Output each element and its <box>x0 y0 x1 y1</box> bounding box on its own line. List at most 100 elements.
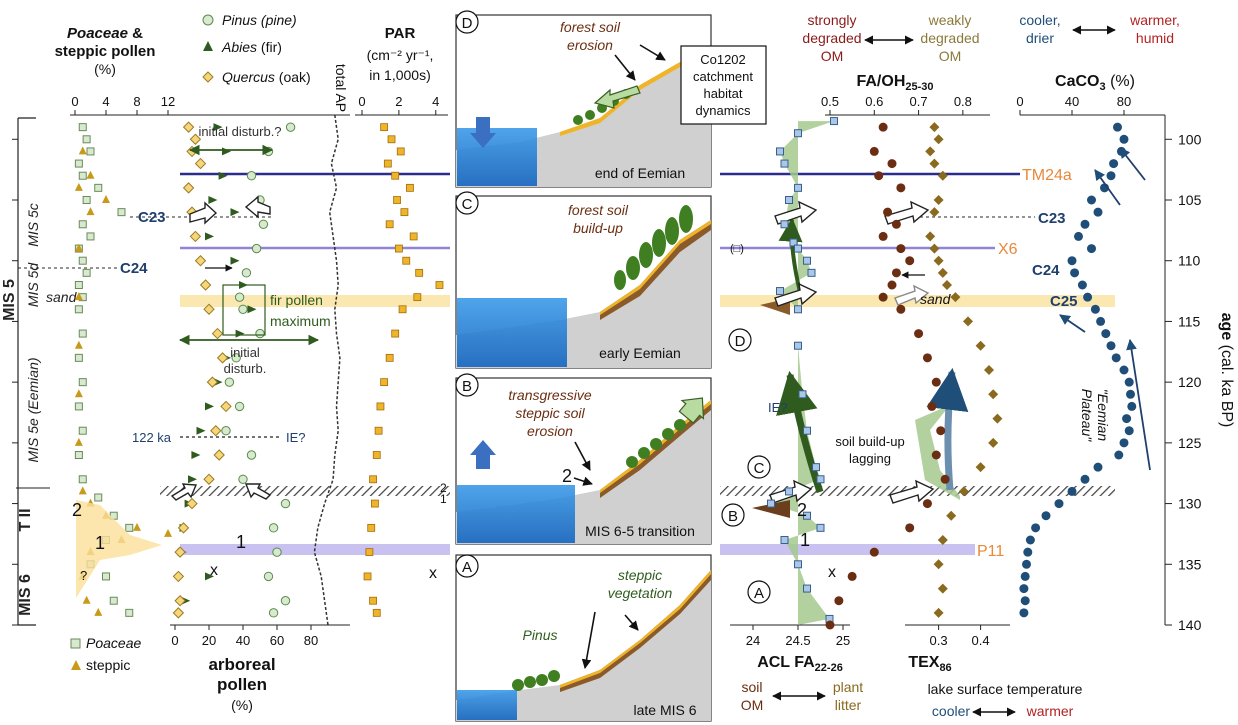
steppic-point <box>86 170 95 179</box>
fa-xlabel: FA/OH <box>856 73 905 90</box>
fa-title-6: OM <box>939 48 962 64</box>
steppic-point <box>82 595 91 604</box>
svg-text:Abies (fir): Abies (fir) <box>221 39 282 55</box>
quercus-point <box>186 497 198 510</box>
quercus-point <box>172 570 185 583</box>
stage-sand: sand <box>46 289 78 305</box>
acl-right-note-2: litter <box>835 697 862 713</box>
poaceae-label-2: 2 <box>72 500 82 520</box>
pinus-point <box>221 426 231 436</box>
par-point <box>406 183 414 192</box>
age-tick-label: 100 <box>1178 131 1202 147</box>
age-axis: 100 105 110 115 120 125 130 135 140 age (cal. ka… <box>12 115 1235 633</box>
stage-mis5c: MIS 5c <box>25 203 41 247</box>
steppic-point <box>74 292 83 301</box>
acl-point <box>794 244 802 253</box>
par-point <box>435 281 444 289</box>
panel-arboreal: Pinus (pine) Abies (fir) Quercus (oak) 0… <box>170 12 350 713</box>
catchment-box <box>680 45 767 125</box>
acl-circle-b: B <box>728 508 738 525</box>
poaceae-point <box>78 378 87 387</box>
quercus-point <box>194 157 207 170</box>
caco3-plateau-2: Plateau" <box>1079 389 1095 442</box>
white-arrow-t2-b <box>244 483 272 500</box>
par-point <box>383 159 392 168</box>
fa-point <box>869 146 879 156</box>
caco3-point <box>1067 486 1077 496</box>
legend-pinus-sub: (pine) <box>257 12 297 28</box>
steppic-point <box>74 340 83 349</box>
panel-fa: strongly degraded OM weakly degraded OM … <box>802 12 990 630</box>
quercus-point <box>203 303 215 315</box>
acl-point <box>798 390 807 399</box>
tex-point <box>992 413 1003 424</box>
legend-abies-swatch <box>203 41 213 51</box>
fa-point <box>896 304 906 314</box>
caco3-trend-arrow-2 <box>1119 147 1146 181</box>
pinus-point <box>268 523 279 533</box>
abies-point <box>222 147 231 156</box>
svg-text:FA/OH25-30: FA/OH25-30 <box>856 73 933 93</box>
stage-t2: T II <box>17 508 34 531</box>
par-point <box>402 256 411 265</box>
panel-acl-tick-label: 25 <box>836 633 850 648</box>
acl-area <box>771 121 834 626</box>
scene-b-up-water-arrow <box>476 455 490 469</box>
caco3-point <box>1106 341 1116 351</box>
pinus-point <box>238 304 248 314</box>
scene-d-badge <box>455 10 479 34</box>
tex-point <box>933 607 944 618</box>
tex-point <box>975 340 986 351</box>
panel-par-tick-label: 4 <box>432 94 439 109</box>
poaceae-point <box>82 135 91 144</box>
panel-poaceae-tick-label: 12 <box>161 94 175 109</box>
abies-point <box>213 123 223 132</box>
caco3-point <box>1023 547 1033 557</box>
par-point <box>372 451 381 459</box>
age-tick-label: 105 <box>1178 192 1202 208</box>
panel-poaceae-tick-label: 8 <box>133 94 140 109</box>
acl-point <box>780 536 789 544</box>
fa-point <box>940 474 950 484</box>
scene-c-note-2: build-up <box>573 220 623 236</box>
tex-point <box>933 559 944 570</box>
tex-point <box>929 122 940 133</box>
par-point <box>369 596 377 605</box>
caco3-point <box>1020 571 1030 581</box>
steppic-point <box>74 243 83 252</box>
caco3-point <box>1093 207 1103 217</box>
acl-point <box>794 560 802 569</box>
caco3-point <box>1019 584 1029 594</box>
caco3-point <box>1031 523 1041 533</box>
acl-x-mark: x <box>828 564 836 581</box>
poaceae-point <box>125 523 134 532</box>
tex-point <box>933 195 944 205</box>
poaceae-c23: C23 <box>138 209 166 226</box>
scene-d-down-arrow <box>476 117 490 133</box>
caco3-point <box>1122 414 1132 424</box>
catchment-box-2: catchment <box>693 69 753 84</box>
acl-point <box>803 256 811 265</box>
acl-point <box>830 117 838 126</box>
caco3-point <box>1101 329 1111 339</box>
caco3-point <box>1119 365 1129 375</box>
scene-c-water <box>457 298 567 367</box>
par-point <box>372 608 381 617</box>
p11-band-right <box>720 544 975 555</box>
fa-point <box>896 183 906 193</box>
acl-point <box>780 220 789 229</box>
scenes: forest soil erosion end of Eemian D Co12… <box>440 10 767 722</box>
acl-xlabel-sub: 22-26 <box>815 662 843 674</box>
age-tick-label: 125 <box>1178 435 1202 451</box>
abies-point <box>188 475 197 484</box>
panel-poaceae-tick-label: 4 <box>102 94 109 109</box>
poaceae-point <box>78 426 87 435</box>
steppic-point <box>102 195 110 203</box>
panel-fa-tick-label: 0.8 <box>954 94 972 109</box>
fa-point <box>825 620 835 630</box>
par-point <box>400 208 409 217</box>
par-point <box>413 293 422 302</box>
par-point <box>374 426 383 435</box>
tex-line-1: lake surface temperature <box>928 681 1083 697</box>
